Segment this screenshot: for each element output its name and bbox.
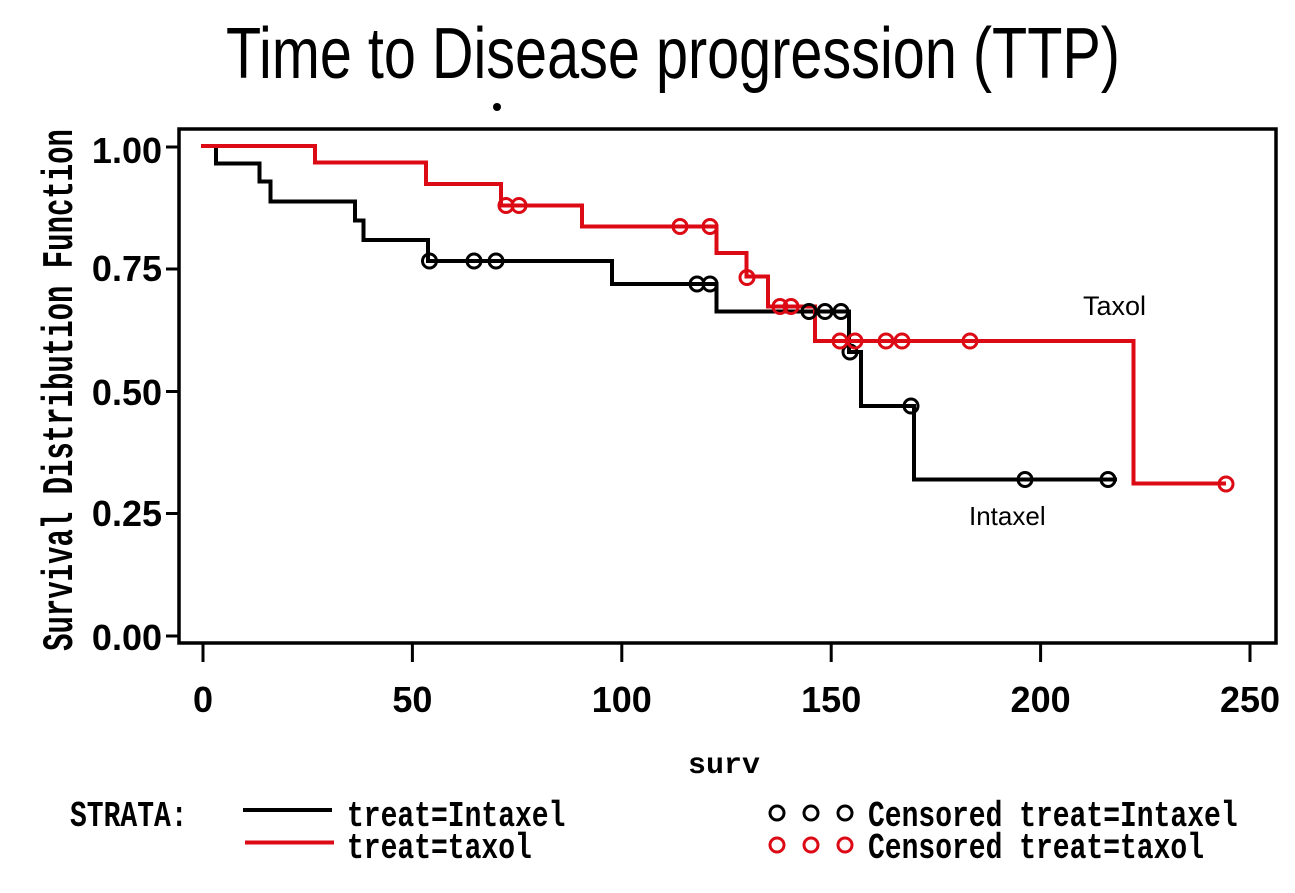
- svg-text:Censored treat=Intaxel: Censored treat=Intaxel: [868, 796, 1238, 837]
- svg-text:150: 150: [801, 679, 861, 720]
- svg-text:Taxol: Taxol: [1083, 291, 1146, 321]
- svg-text:0.50: 0.50: [92, 372, 162, 413]
- svg-text:0.25: 0.25: [92, 493, 162, 534]
- svg-text:0.00: 0.00: [92, 617, 162, 658]
- svg-text:0: 0: [193, 679, 213, 720]
- svg-text:surv: surv: [688, 749, 760, 783]
- svg-text:200: 200: [1011, 679, 1071, 720]
- svg-text:Time to Disease progression (T: Time to Disease progression (TTP): [226, 13, 1120, 94]
- svg-text:100: 100: [592, 679, 652, 720]
- svg-text:treat=Intaxel: treat=Intaxel: [347, 796, 565, 837]
- svg-text:250: 250: [1220, 679, 1280, 720]
- svg-text:1.00: 1.00: [92, 130, 162, 171]
- svg-text:treat=taxol: treat=taxol: [347, 828, 532, 869]
- svg-text:STRATA:: STRATA:: [70, 796, 188, 837]
- svg-text:Censored treat=taxol: Censored treat=taxol: [868, 828, 1204, 869]
- svg-text:0.75: 0.75: [92, 248, 162, 289]
- svg-text:Intaxel: Intaxel: [969, 501, 1046, 531]
- svg-text:50: 50: [392, 679, 432, 720]
- svg-text:Survival Distribution Function: Survival Distribution Function: [37, 129, 86, 651]
